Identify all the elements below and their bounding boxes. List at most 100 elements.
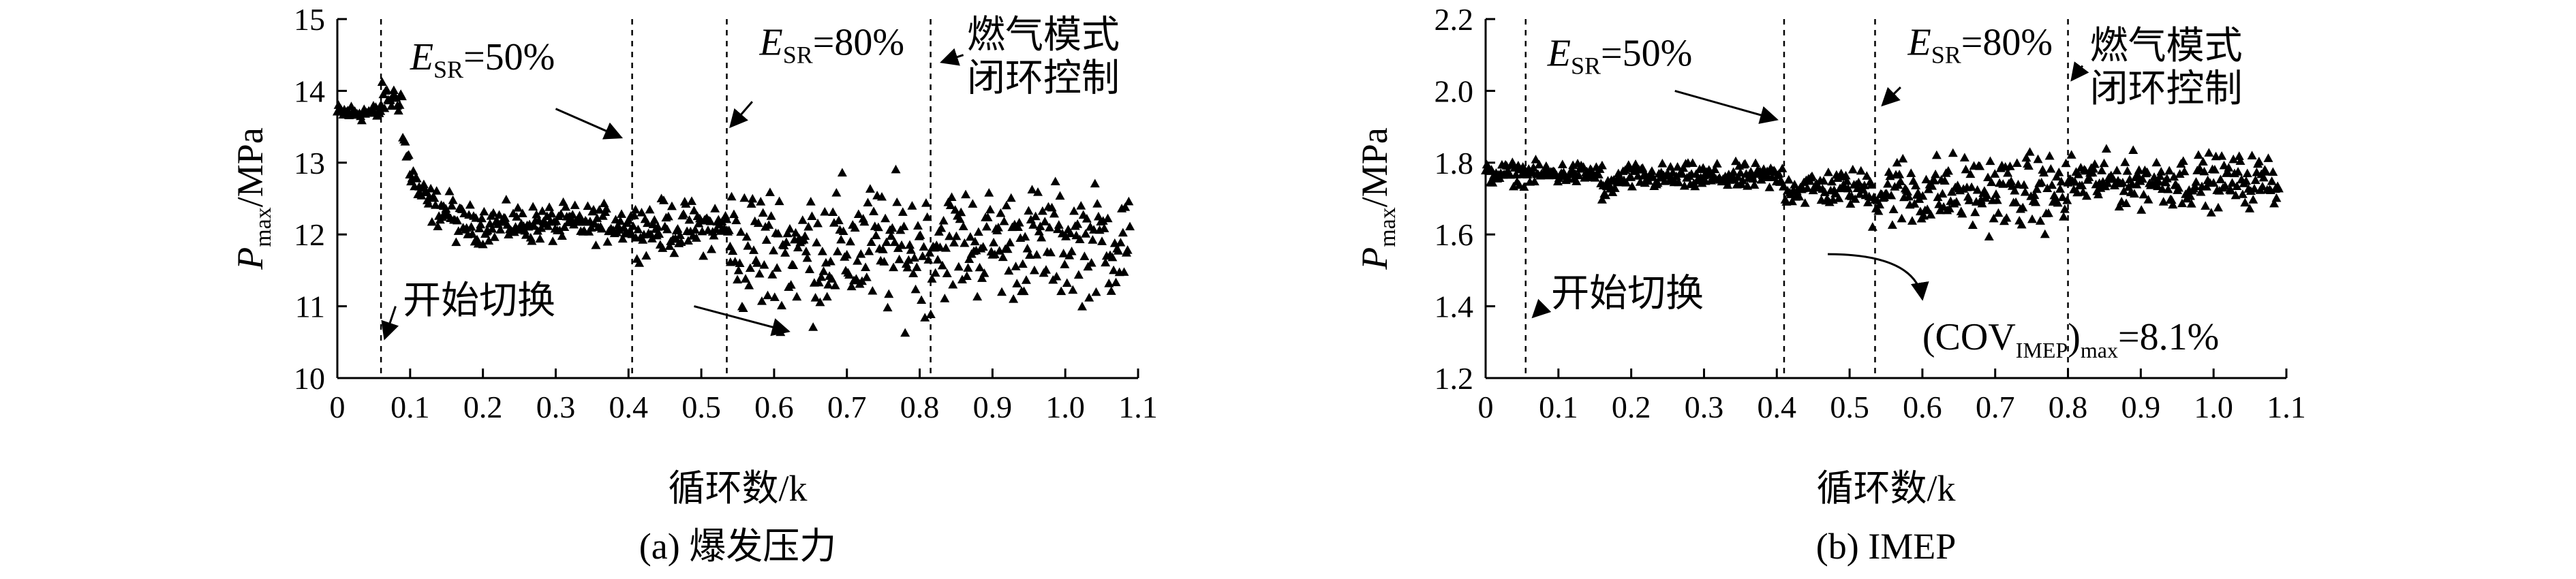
- data-point: [2269, 198, 2280, 208]
- data-point: [2234, 151, 2244, 160]
- data-point: [842, 249, 852, 259]
- data-point: [2134, 165, 2144, 174]
- data-point: [2206, 208, 2216, 217]
- data-point: [2040, 229, 2050, 238]
- data-point: [472, 234, 482, 244]
- annotation-esr: ESR=80%: [1907, 22, 2053, 69]
- data-point: [1125, 221, 1135, 231]
- data-point: [1735, 168, 1745, 177]
- data-point: [1082, 214, 1092, 223]
- data-point: [1029, 265, 1039, 275]
- data-point: [2043, 208, 2053, 217]
- data-point: [2117, 178, 2128, 187]
- data-point: [722, 214, 732, 223]
- x-tick-label: 0.6: [754, 390, 794, 424]
- data-point: [1097, 236, 1107, 245]
- data-point: [2194, 163, 2205, 172]
- annotation-symbol: E: [410, 36, 433, 78]
- data-point: [574, 210, 585, 220]
- data-point: [1041, 265, 1051, 274]
- data-point: [1529, 163, 1539, 172]
- data-point: [662, 224, 673, 234]
- data-point: [557, 231, 567, 240]
- y-axis-title-sub: max: [251, 207, 276, 247]
- data-point: [2003, 168, 2013, 177]
- data-point: [528, 202, 538, 211]
- data-point: [429, 193, 440, 202]
- data-point: [617, 209, 627, 218]
- data-point: [2059, 212, 2069, 221]
- data-point: [686, 196, 696, 205]
- data-point: [2059, 204, 2070, 213]
- data-point: [772, 263, 782, 272]
- data-point: [1790, 179, 1800, 189]
- data-point: [1672, 161, 1683, 171]
- data-point: [1040, 217, 1050, 225]
- data-point: [1984, 232, 1994, 240]
- data-point: [2164, 166, 2175, 175]
- data-point: [736, 227, 746, 236]
- data-point: [978, 242, 988, 251]
- data-point: [1985, 156, 1995, 166]
- data-point: [764, 220, 774, 229]
- data-point: [1931, 169, 1941, 178]
- data-point: [2054, 167, 2064, 176]
- data-point: [741, 274, 751, 283]
- data-point: [892, 197, 902, 206]
- data-point: [743, 241, 753, 250]
- data-point: [2233, 167, 2243, 176]
- x-tick-label: 0: [330, 390, 346, 424]
- data-point: [948, 279, 958, 289]
- annotation-arrow: [1531, 298, 1552, 319]
- data-point: [857, 276, 867, 285]
- data-point: [403, 150, 414, 159]
- data-point: [465, 200, 475, 209]
- data-point: [845, 236, 855, 246]
- data-point: [1118, 228, 1128, 237]
- data-point: [817, 247, 827, 255]
- data-point: [2005, 161, 2015, 170]
- data-point: [814, 277, 824, 287]
- x-tick-label: 0.6: [1903, 390, 1942, 424]
- data-point: [891, 164, 901, 174]
- data-point: [1794, 191, 1805, 201]
- data-point: [2151, 157, 2162, 167]
- data-point: [1005, 237, 1015, 247]
- data-point: [1627, 181, 1637, 191]
- x-tick-label: 0.4: [609, 390, 649, 424]
- data-point: [810, 293, 821, 302]
- data-point: [2006, 176, 2017, 185]
- data-point: [1014, 217, 1024, 227]
- data-point: [1723, 180, 1733, 189]
- data-point: [960, 238, 970, 247]
- data-point: [1903, 187, 1913, 196]
- data-point: [646, 229, 656, 238]
- data-point: [818, 266, 829, 275]
- data-point: [923, 255, 934, 264]
- annotation-value: =80%: [813, 22, 904, 64]
- data-point: [856, 249, 866, 258]
- data-point: [1062, 278, 1072, 287]
- data-point: [1873, 206, 1884, 215]
- data-point: [1856, 166, 1866, 175]
- data-point: [1037, 232, 1047, 242]
- data-point: [2020, 187, 2030, 196]
- data-point: [1011, 262, 1021, 270]
- data-point: [907, 201, 917, 210]
- data-point: [509, 227, 519, 236]
- data-point: [2153, 181, 2163, 191]
- data-point: [996, 208, 1006, 217]
- data-point: [997, 287, 1007, 296]
- data-point: [2196, 187, 2206, 196]
- data-point: [906, 245, 916, 254]
- data-point: [2062, 195, 2072, 204]
- x-tick-label: 0.2: [463, 390, 503, 424]
- data-point: [1970, 207, 1980, 217]
- data-point: [917, 251, 927, 260]
- data-point: [654, 229, 664, 238]
- data-point: [909, 253, 919, 262]
- data-point: [2081, 191, 2091, 200]
- data-point: [844, 270, 855, 279]
- data-point: [763, 290, 773, 300]
- data-point: [1090, 178, 1100, 188]
